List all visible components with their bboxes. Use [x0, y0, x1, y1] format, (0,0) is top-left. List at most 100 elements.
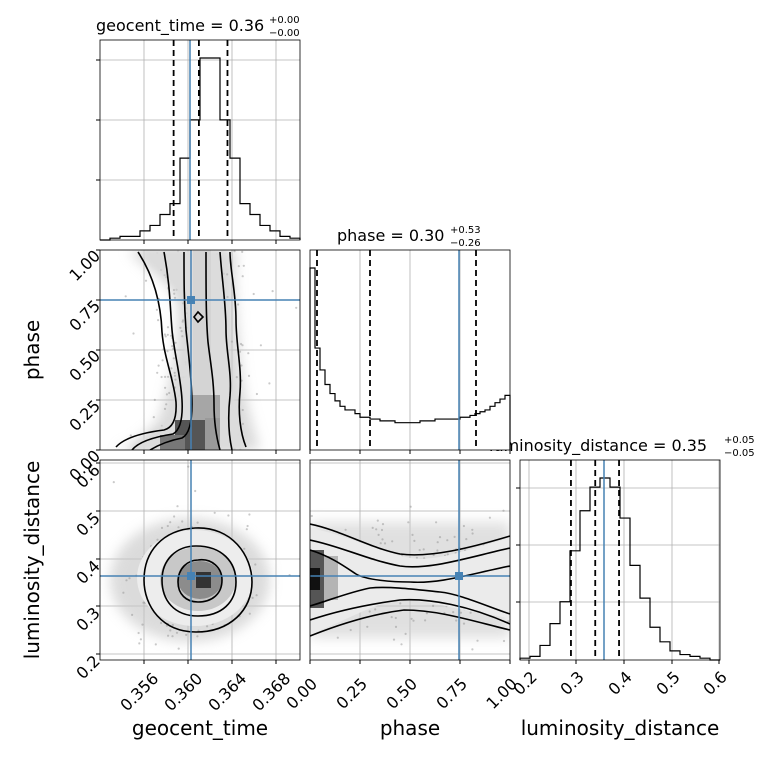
- title-main: luminosity_distance = 0.35: [489, 436, 707, 456]
- y-tick-labels-luminosity-distance: 0.6 0.5 0.4 0.3 0.2: [72, 460, 103, 682]
- scatter-point: [172, 288, 176, 292]
- scatter-point: [157, 364, 160, 367]
- scatter-point: [469, 611, 472, 614]
- scatter-point: [465, 538, 468, 541]
- scatter-point: [171, 345, 174, 348]
- scatter-point: [174, 378, 177, 381]
- scatter-point: [383, 542, 387, 545]
- scatter-point: [295, 306, 298, 309]
- title-main: phase = 0.30: [337, 226, 444, 245]
- scatter-point: [124, 295, 127, 298]
- histogram-step: [519, 477, 720, 661]
- scatter-point: [502, 509, 505, 512]
- title-sup: +0.05: [724, 435, 755, 446]
- scatter-point: [241, 250, 244, 253]
- scatter-point: [187, 465, 190, 468]
- scatter-point: [425, 612, 428, 615]
- scatter-point: [507, 620, 510, 623]
- scatter-point: [138, 642, 141, 645]
- scatter-point: [446, 553, 449, 556]
- scatter-point: [172, 357, 175, 360]
- scatter-point: [407, 521, 410, 524]
- y-ticks: [96, 59, 100, 181]
- y-tick-label: 0.50: [65, 346, 104, 385]
- y-ticks: [96, 462, 100, 655]
- title-sub: −0.26: [450, 238, 481, 249]
- scatter-point: [128, 577, 131, 580]
- scatter-point: [163, 333, 166, 336]
- scatter-point: [252, 292, 255, 296]
- scatter-point: [154, 643, 157, 646]
- scatter-point: [166, 524, 169, 528]
- y-tick-label: 0.3: [72, 603, 103, 634]
- scatter-point: [169, 629, 172, 632]
- x-tick-label: 0.75: [432, 674, 471, 713]
- scatter-point: [173, 515, 176, 518]
- scatter-point: [422, 548, 425, 551]
- scatter-point: [248, 612, 251, 615]
- scatter-point: [170, 367, 173, 370]
- scatter-point: [390, 616, 393, 619]
- scatter-point: [394, 625, 398, 629]
- scatter-point: [132, 332, 135, 335]
- scatter-point: [141, 623, 144, 626]
- scatter-point: [129, 434, 132, 437]
- scatter-point: [160, 375, 163, 379]
- x-ticks: [143, 240, 277, 244]
- scatter-point: [167, 634, 170, 637]
- scatter-point: [160, 621, 163, 625]
- scatter-point: [155, 308, 158, 311]
- y-tick-label: 0.4: [72, 556, 103, 587]
- y-axis-label-phase: phase: [20, 320, 44, 380]
- panel-phase-vs-geocent-time: 1.00 0.75 0.50 0.25 0.00: [65, 246, 301, 485]
- scatter-point: [411, 533, 414, 537]
- scatter-point: [368, 610, 371, 613]
- x-ticks: [143, 450, 277, 454]
- scatter-point: [453, 535, 456, 539]
- scatter-point: [238, 350, 242, 353]
- scatter-point: [241, 344, 244, 347]
- x-tick-label: 0.356: [116, 669, 162, 715]
- scatter-point: [410, 617, 413, 620]
- scatter-point: [173, 296, 177, 299]
- scatter-point: [169, 521, 172, 524]
- x-tick-labels-luminosity-distance: 0.2 0.3 0.4 0.5 0.6: [509, 667, 730, 698]
- x-tick-labels-phase: 0.00 0.25 0.50 0.75 1.00: [282, 674, 521, 713]
- title-phase: phase = 0.30 +0.53 −0.26: [337, 225, 481, 249]
- scatter-point: [166, 326, 170, 329]
- scatter-point: [462, 524, 465, 528]
- scatter-point: [164, 375, 167, 378]
- scatter-point: [165, 403, 168, 406]
- scatter-point: [182, 319, 185, 322]
- scatter-point: [226, 295, 229, 299]
- y-tick-label: 0.2: [72, 651, 103, 682]
- scatter-point: [268, 382, 271, 385]
- scatter-point: [432, 604, 435, 608]
- scatter-point: [471, 648, 474, 651]
- scatter-point: [157, 319, 160, 322]
- x-ticks: [528, 660, 720, 664]
- scatter-point: [377, 533, 380, 537]
- x-tick-label: 0.25: [332, 674, 371, 713]
- scatter-point: [310, 514, 313, 518]
- scatter-point: [185, 633, 188, 637]
- scatter-point: [173, 371, 176, 374]
- scatter-point: [235, 376, 238, 379]
- scatter-point: [171, 623, 174, 627]
- x-axis-label-geocent-time: geocent_time: [132, 716, 268, 740]
- scatter-point: [170, 334, 173, 337]
- density: [310, 505, 510, 651]
- y-tick-label: 0.5: [72, 508, 103, 539]
- x-tick-label: 0.364: [204, 669, 250, 715]
- panel-frame: [99, 39, 301, 241]
- scatter-point: [392, 638, 396, 641]
- scatter-point: [381, 523, 385, 526]
- scatter-point: [177, 647, 180, 650]
- title-luminosity-distance: luminosity_distance = 0.35 +0.05 −0.05: [489, 435, 755, 459]
- scatter-point: [248, 513, 251, 516]
- scatter-point: [166, 350, 169, 353]
- scatter-point: [156, 371, 159, 374]
- panel-phase-hist: [309, 249, 511, 454]
- title-sub: −0.00: [269, 28, 300, 39]
